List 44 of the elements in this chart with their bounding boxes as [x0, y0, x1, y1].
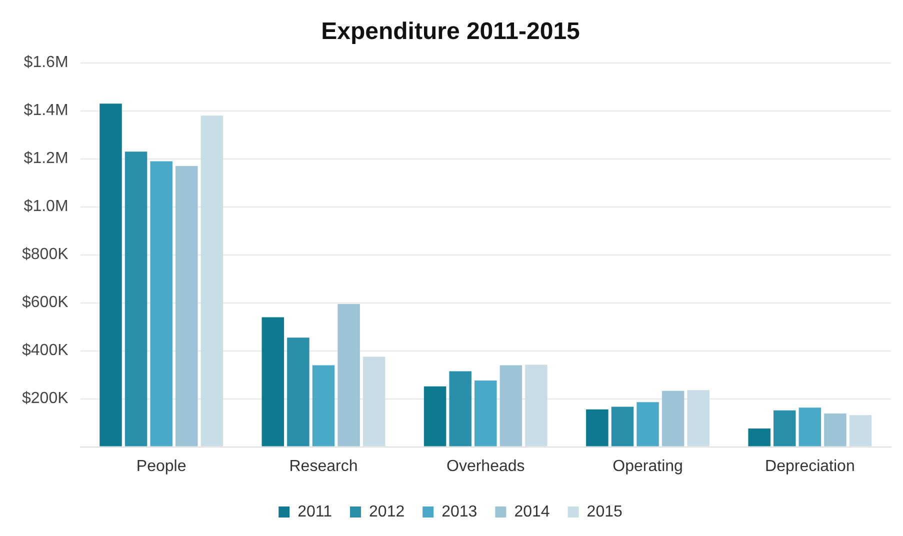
bar	[424, 386, 446, 446]
y-tick-label: $1.4M	[24, 102, 68, 120]
bar	[687, 390, 710, 446]
y-tick-label: $400K	[22, 342, 69, 360]
bar	[312, 365, 335, 446]
legend-label: 2014	[514, 503, 550, 520]
bar	[586, 409, 608, 446]
bar	[525, 364, 548, 446]
bar	[262, 317, 284, 446]
x-tick-label: Research	[289, 458, 358, 475]
y-tick-label: $1.2M	[24, 150, 68, 168]
bar	[500, 365, 522, 446]
y-tick-label: $1.6M	[24, 54, 68, 72]
legend-label: 2011	[298, 503, 332, 520]
bar	[362, 356, 386, 446]
bar	[849, 415, 872, 446]
x-tick-label: Overheads	[446, 458, 525, 475]
legend-label: 2012	[369, 503, 405, 520]
bar	[636, 402, 659, 446]
x-tick-label: People	[136, 458, 186, 475]
bar	[287, 338, 310, 446]
y-tick-label: $1.0M	[24, 198, 68, 216]
bar	[662, 390, 684, 446]
bar	[611, 406, 634, 446]
chart-title: Expenditure 2011-2015	[321, 18, 580, 46]
y-tick-label: $200K	[22, 390, 69, 408]
bar	[774, 410, 796, 446]
legend-label: 2015	[586, 503, 622, 520]
x-tick-label: Depreciation	[765, 458, 855, 475]
y-tick-label: $600K	[22, 294, 69, 312]
bar	[474, 380, 497, 446]
bar	[748, 428, 770, 446]
bar	[100, 104, 122, 446]
bar	[798, 408, 822, 446]
bar	[176, 166, 198, 446]
bar	[338, 304, 360, 446]
bar	[150, 161, 172, 446]
bar	[200, 116, 224, 446]
bar	[824, 413, 846, 446]
bar	[449, 371, 472, 446]
x-tick-label: Operating	[612, 458, 683, 475]
y-tick-label: $800K	[22, 246, 69, 264]
legend-label: 2013	[442, 503, 478, 520]
bar	[124, 152, 148, 446]
